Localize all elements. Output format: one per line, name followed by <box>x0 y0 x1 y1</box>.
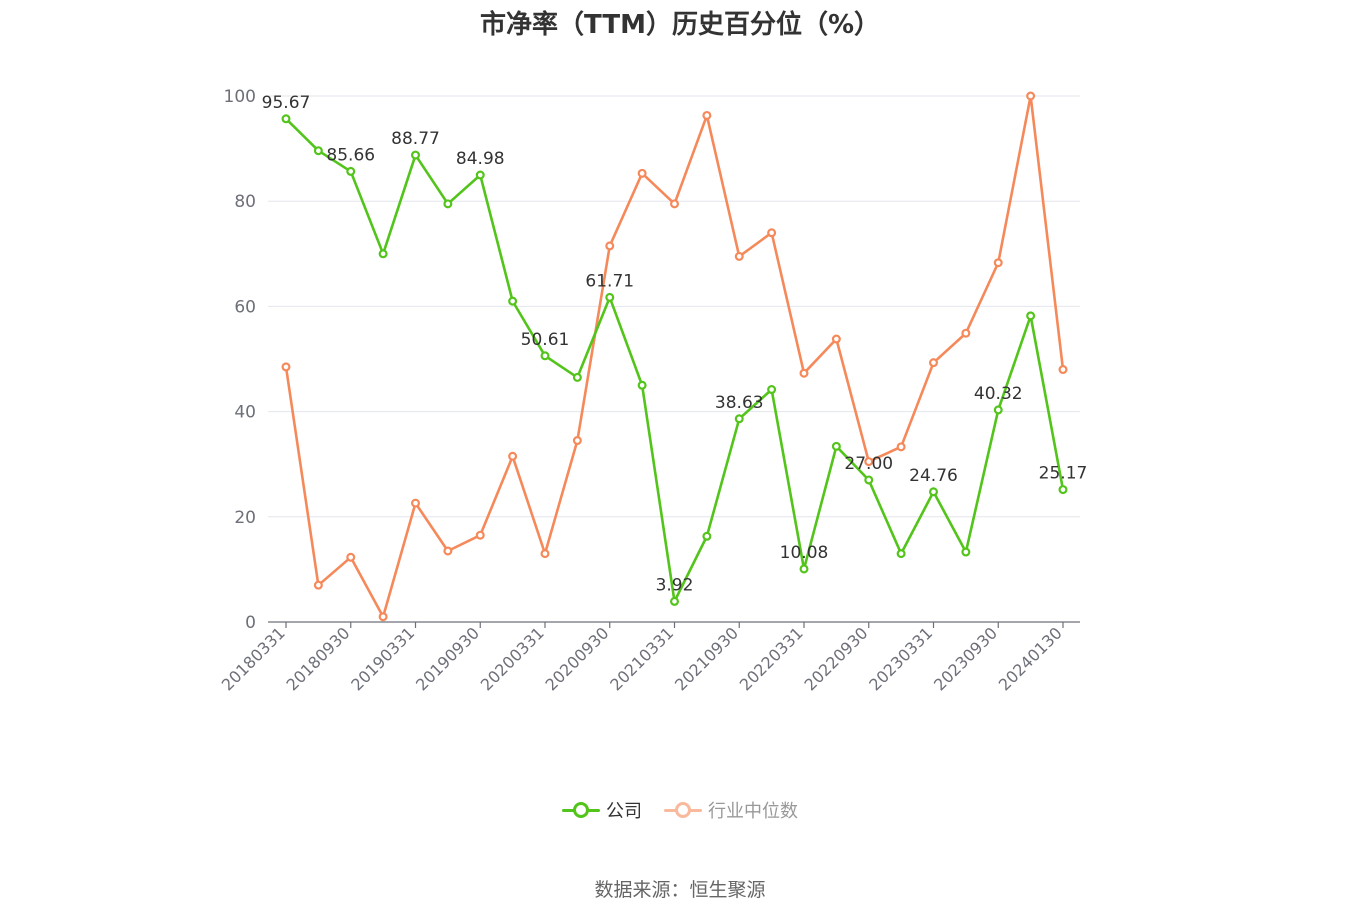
line-chart: 0 20 40 60 80 100 2018033120180930201903312019… <box>218 87 1088 694</box>
data-point <box>637 380 647 390</box>
data-point <box>767 385 777 395</box>
x-tick-label: 20200331 <box>477 623 548 694</box>
series <box>281 91 1068 622</box>
y-tick-label: 60 <box>234 297 256 317</box>
x-tick-label: 20210930 <box>671 623 742 694</box>
data-label: 25.17 <box>1039 464 1088 484</box>
data-point <box>799 368 809 378</box>
x-tick-label: 20180930 <box>283 623 354 694</box>
x-tick-label: 20230331 <box>865 623 936 694</box>
data-point <box>1058 365 1068 375</box>
data-label: 38.63 <box>715 393 764 413</box>
series-line-1 <box>284 94 1065 619</box>
data-point <box>313 146 323 156</box>
data-point <box>734 414 744 424</box>
data-point <box>313 580 323 590</box>
data-point <box>475 530 485 540</box>
data-point <box>864 457 874 467</box>
data-point <box>669 199 679 209</box>
data-point <box>378 612 388 622</box>
data-label: 27.00 <box>844 454 893 474</box>
data-point <box>637 168 647 178</box>
data-point <box>378 249 388 259</box>
y-tick-label: 100 <box>224 87 256 107</box>
data-point <box>572 372 582 382</box>
data-point <box>928 358 938 368</box>
legend-industry-label: 行业中位数 <box>708 801 798 822</box>
legend-item-industry-median[interactable]: 行业中位数 <box>664 797 798 823</box>
data-point <box>702 531 712 541</box>
y-tick-label: 20 <box>234 508 256 528</box>
data-point <box>443 199 453 209</box>
legend: 公司 行业中位数 <box>0 797 1360 823</box>
y-tick-label: 40 <box>234 403 256 423</box>
data-point <box>411 498 421 508</box>
data-point <box>411 150 421 160</box>
legend-industry-marker <box>664 802 702 818</box>
legend-company-marker <box>562 802 600 818</box>
data-point <box>508 451 518 461</box>
x-tick-label: 20220331 <box>736 623 807 694</box>
data-label: 95.67 <box>262 93 311 113</box>
data-point <box>993 258 1003 268</box>
x-tick-label: 20210331 <box>606 623 677 694</box>
data-point <box>1058 485 1068 495</box>
data-point <box>767 228 777 238</box>
data-point <box>346 166 356 176</box>
data-label: 3.92 <box>656 575 694 595</box>
data-point <box>1026 91 1036 101</box>
data-label: 85.66 <box>326 145 375 165</box>
data-point <box>734 251 744 261</box>
data-point <box>346 552 356 562</box>
data-label: 84.98 <box>456 149 505 169</box>
data-point <box>281 362 291 372</box>
data-point <box>281 114 291 124</box>
data-labels: 95.67 85.66 88.77 84.98 50.61 61.71 3.92 38.63 1… <box>262 93 1088 596</box>
data-point <box>540 351 550 361</box>
x-tick-label: 20200930 <box>542 623 613 694</box>
legend-item-company[interactable]: 公司 <box>562 797 642 823</box>
data-point <box>605 241 615 251</box>
data-point <box>605 292 615 302</box>
y-tick-label: 80 <box>234 192 256 212</box>
chart-title: 市净率（TTM）历史百分位（%） <box>480 10 880 40</box>
data-point <box>508 296 518 306</box>
data-point <box>896 549 906 559</box>
x-tick-label: 20240130 <box>995 623 1066 694</box>
x-tick-label: 20190930 <box>412 623 483 694</box>
grid <box>268 95 1080 518</box>
data-source: 数据来源：恒生聚源 <box>594 879 766 901</box>
data-point <box>961 328 971 338</box>
data-label: 61.71 <box>585 271 634 291</box>
x-tick-label: 20230930 <box>930 623 1001 694</box>
data-point <box>831 441 841 451</box>
data-point <box>540 549 550 559</box>
data-point <box>896 442 906 452</box>
y-tick-label: 0 <box>245 613 256 633</box>
data-point <box>1026 311 1036 321</box>
data-point <box>443 546 453 556</box>
data-point <box>669 596 679 606</box>
data-point <box>928 487 938 497</box>
data-point <box>702 110 712 120</box>
data-label: 40.32 <box>974 384 1023 404</box>
x-tick-label: 20180331 <box>218 623 289 694</box>
x-tick-label: 20190331 <box>347 623 418 694</box>
data-label: 24.76 <box>909 466 958 486</box>
x-tick-label: 20220930 <box>801 623 872 694</box>
data-point <box>475 170 485 180</box>
data-point <box>993 405 1003 415</box>
series-line-0 <box>285 117 1065 603</box>
data-label: 10.08 <box>780 543 829 563</box>
data-point <box>831 334 841 344</box>
data-point <box>864 475 874 485</box>
data-point <box>572 436 582 446</box>
data-label: 88.77 <box>391 129 440 149</box>
data-point <box>799 564 809 574</box>
data-label: 50.61 <box>521 330 570 350</box>
data-point <box>961 547 971 557</box>
legend-company-label: 公司 <box>606 801 642 822</box>
